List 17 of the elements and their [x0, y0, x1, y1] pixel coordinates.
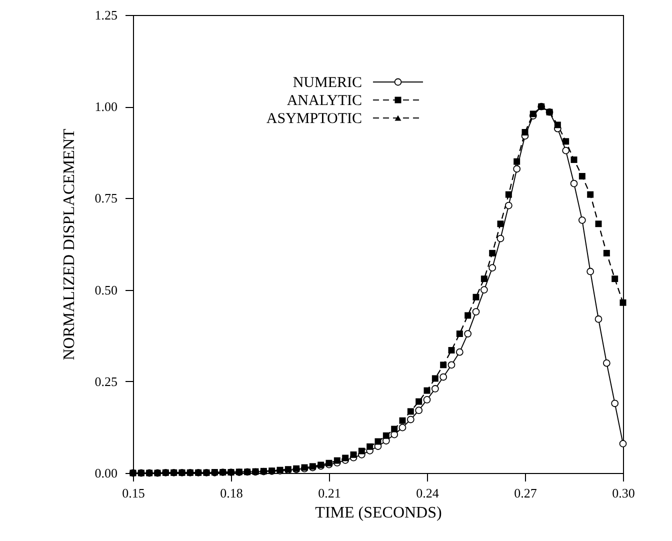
- x-tick-label: 0.24: [416, 486, 440, 500]
- x-tick-label: 0.30: [612, 486, 635, 500]
- x-tick-label: 0.15: [122, 486, 145, 500]
- legend-label: ANALYTIC: [286, 93, 362, 109]
- y-tick-label: 1.00: [94, 99, 118, 114]
- legend-label: ASYMPTOTIC: [266, 111, 362, 127]
- y-tick-label: 1.25: [94, 8, 118, 22]
- x-tick-label: 0.21: [318, 486, 341, 500]
- y-tick-label: 0.75: [94, 190, 118, 206]
- legend-label: NUMERIC: [292, 75, 362, 91]
- y-tick-label: 0.50: [94, 282, 118, 298]
- y-axis-title: NORMALIZED DISPLACEMENT: [60, 128, 78, 360]
- x-tick-label: 0.18: [220, 486, 243, 500]
- x-axis-title: TIME (SECONDS): [315, 504, 442, 522]
- x-tick-label: 0.27: [514, 486, 538, 500]
- y-tick-label: 0.00: [94, 466, 118, 480]
- y-tick-label: 0.25: [94, 374, 118, 389]
